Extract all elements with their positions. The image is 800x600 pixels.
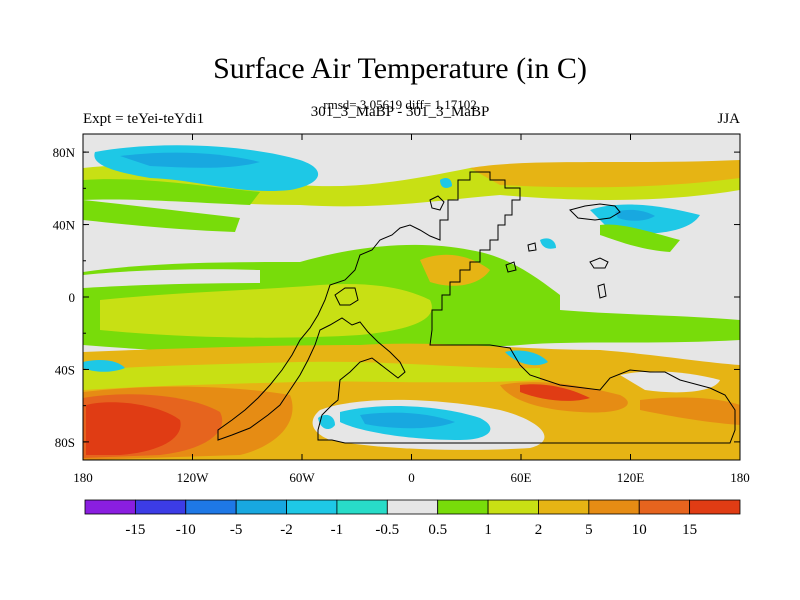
x-tick-label: 120W <box>177 470 210 485</box>
colorbar-swatch <box>84 499 136 515</box>
colorbar-swatch <box>689 499 741 515</box>
map-field <box>83 134 740 460</box>
y-tick-label: 80S <box>55 435 75 450</box>
colorbar-swatch <box>235 499 287 515</box>
y-tick-label: 80N <box>53 145 76 160</box>
colorbar-label: 15 <box>682 522 697 538</box>
season-label: JJA <box>717 111 740 127</box>
x-tick-label: 180 <box>730 470 750 485</box>
colorbar-label: -0.5 <box>375 522 399 538</box>
colorbar-swatch <box>588 499 640 515</box>
coastlines <box>217 171 736 444</box>
colorbar-swatch <box>638 499 691 515</box>
colorbar-swatch <box>134 499 187 515</box>
axes: 180 120W 60W 0 60E 120E 180 80N 40N 0 40S 80S <box>53 134 750 485</box>
x-tick-label: 120E <box>617 470 645 485</box>
chart-title: Surface Air Temperature (in C) <box>213 52 587 85</box>
experiment-label: Expt = teYei-teYdi1 <box>83 111 205 127</box>
colorbar-swatch <box>487 499 539 515</box>
x-tick-label: 180 <box>73 470 93 485</box>
colorbar-label: -2 <box>280 522 293 538</box>
colorbar-label: -5 <box>230 522 243 538</box>
colorbar-swatch <box>437 499 489 515</box>
colorbar-swatch <box>386 499 439 515</box>
colorbar-label: 1 <box>484 522 492 538</box>
y-tick-label: 40S <box>55 362 75 377</box>
colorbar-label: -1 <box>331 522 344 538</box>
x-tick-label: 60E <box>511 470 532 485</box>
x-tick-label: 0 <box>408 470 415 485</box>
colorbar-label: 5 <box>585 522 593 538</box>
colorbar-swatch <box>286 499 338 515</box>
colorbar-swatch <box>538 499 590 515</box>
y-tick-label: 40N <box>53 218 76 233</box>
x-tick-label: 60W <box>289 470 315 485</box>
colorbar-label: 2 <box>535 522 543 538</box>
period-label: 301_3_MaBP - 301_3_MaBP <box>310 104 490 120</box>
colorbar-label: 0.5 <box>428 522 447 538</box>
colorbar-swatch <box>336 499 388 515</box>
colorbar-label: -15 <box>125 522 145 538</box>
colorbar: -15 -10 -5 -2 -1 -0.5 0.5 1 2 5 10 15 <box>84 499 741 538</box>
y-tick-label: 0 <box>69 290 76 305</box>
colorbar-label: 10 <box>632 522 647 538</box>
chart-subtitle: rmsd= 3.05619 diff= 1.17102 <box>323 97 477 112</box>
colorbar-swatch <box>185 499 237 515</box>
colorbar-label: -10 <box>176 522 196 538</box>
